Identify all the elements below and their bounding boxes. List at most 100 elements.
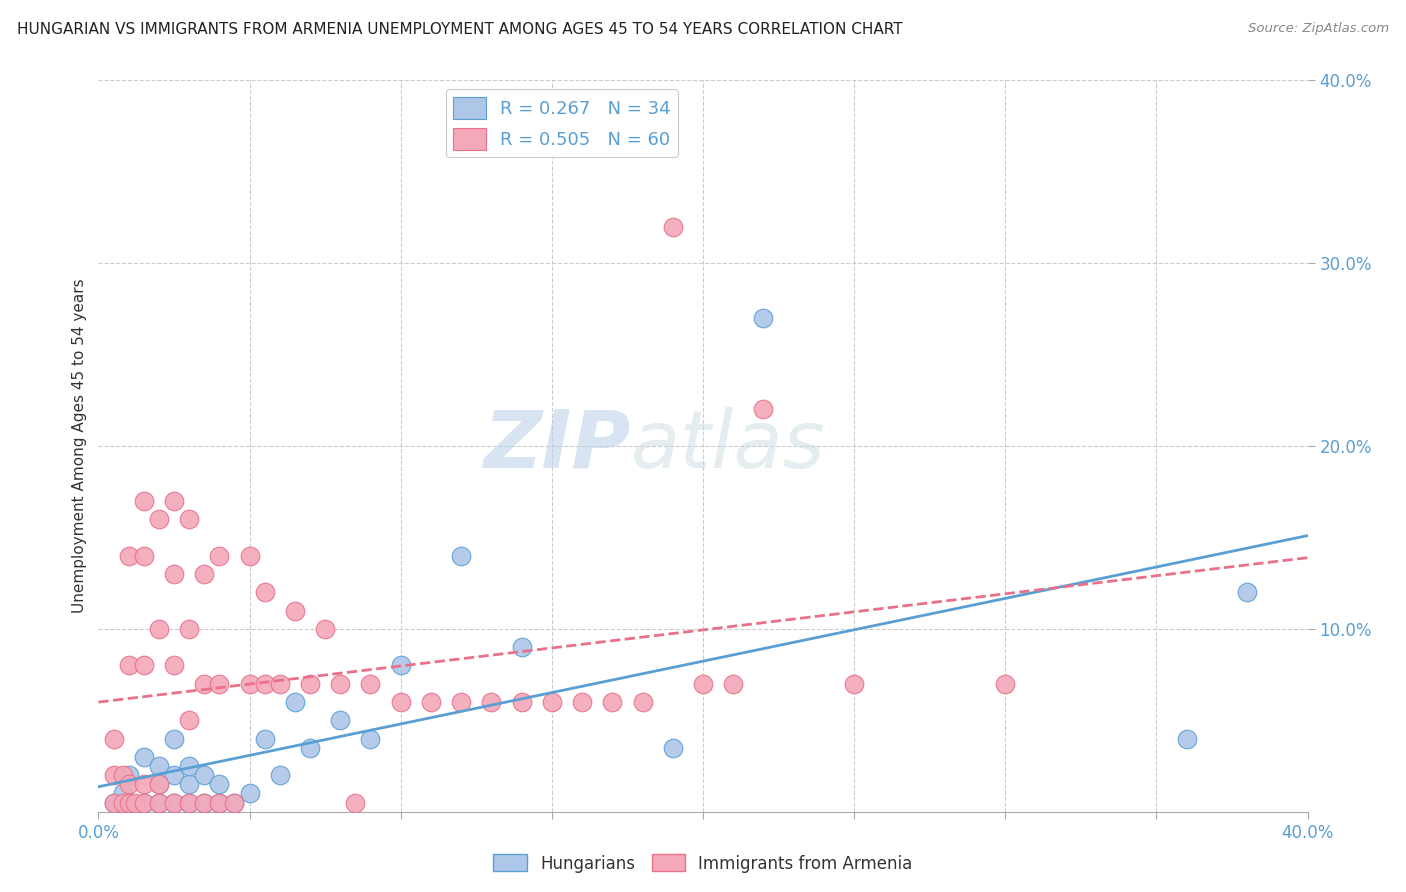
Point bbox=[179, 714, 201, 728]
Point bbox=[148, 796, 170, 810]
Point bbox=[752, 310, 775, 325]
Point bbox=[510, 695, 533, 709]
Point bbox=[224, 796, 246, 810]
Point bbox=[239, 676, 262, 690]
Point bbox=[132, 494, 155, 508]
Point bbox=[844, 676, 866, 690]
Point bbox=[360, 731, 382, 746]
Point bbox=[148, 512, 170, 526]
Point bbox=[111, 768, 134, 782]
Point bbox=[124, 796, 146, 810]
Point bbox=[389, 658, 412, 673]
Point bbox=[661, 219, 683, 234]
Point bbox=[148, 796, 170, 810]
Point bbox=[329, 714, 352, 728]
Point bbox=[1175, 731, 1198, 746]
Point bbox=[253, 731, 276, 746]
Point bbox=[208, 549, 231, 563]
Point bbox=[103, 731, 125, 746]
Point bbox=[179, 777, 201, 791]
Point bbox=[481, 695, 503, 709]
Text: atlas: atlas bbox=[630, 407, 825, 485]
Point bbox=[193, 796, 215, 810]
Point bbox=[193, 768, 215, 782]
Point bbox=[118, 796, 141, 810]
Text: HUNGARIAN VS IMMIGRANTS FROM ARMENIA UNEMPLOYMENT AMONG AGES 45 TO 54 YEARS CORR: HUNGARIAN VS IMMIGRANTS FROM ARMENIA UNE… bbox=[17, 22, 903, 37]
Point bbox=[208, 796, 231, 810]
Point bbox=[163, 796, 186, 810]
Point bbox=[163, 731, 186, 746]
Point bbox=[132, 796, 155, 810]
Point bbox=[132, 658, 155, 673]
Text: ZIP: ZIP bbox=[484, 407, 630, 485]
Point bbox=[132, 749, 155, 764]
Point bbox=[148, 622, 170, 636]
Point bbox=[163, 494, 186, 508]
Point bbox=[389, 695, 412, 709]
Point bbox=[540, 695, 562, 709]
Point bbox=[179, 796, 201, 810]
Point bbox=[269, 768, 291, 782]
Point bbox=[193, 567, 215, 582]
Point bbox=[450, 695, 472, 709]
Point bbox=[299, 740, 322, 755]
Point bbox=[193, 796, 215, 810]
Point bbox=[450, 549, 472, 563]
Point bbox=[253, 676, 276, 690]
Point bbox=[118, 796, 141, 810]
Point bbox=[253, 585, 276, 599]
Point bbox=[118, 549, 141, 563]
Point bbox=[118, 777, 141, 791]
Point bbox=[661, 740, 683, 755]
Point bbox=[103, 796, 125, 810]
Point bbox=[179, 796, 201, 810]
Point bbox=[132, 796, 155, 810]
Point bbox=[148, 777, 170, 791]
Point bbox=[571, 695, 593, 709]
Legend: Hungarians, Immigrants from Armenia: Hungarians, Immigrants from Armenia bbox=[486, 847, 920, 880]
Point bbox=[148, 759, 170, 773]
Point bbox=[360, 676, 382, 690]
Point bbox=[148, 777, 170, 791]
Point bbox=[179, 622, 201, 636]
Point bbox=[132, 777, 155, 791]
Point bbox=[994, 676, 1017, 690]
Point bbox=[163, 658, 186, 673]
Point bbox=[224, 796, 246, 810]
Point bbox=[208, 676, 231, 690]
Point bbox=[163, 768, 186, 782]
Point bbox=[284, 603, 307, 617]
Point bbox=[111, 787, 134, 801]
Point bbox=[329, 676, 352, 690]
Point bbox=[269, 676, 291, 690]
Point bbox=[163, 567, 186, 582]
Legend: R = 0.267   N = 34, R = 0.505   N = 60: R = 0.267 N = 34, R = 0.505 N = 60 bbox=[446, 89, 678, 157]
Point bbox=[299, 676, 322, 690]
Point bbox=[132, 549, 155, 563]
Point bbox=[179, 759, 201, 773]
Point bbox=[208, 777, 231, 791]
Point bbox=[103, 796, 125, 810]
Point bbox=[163, 796, 186, 810]
Point bbox=[103, 768, 125, 782]
Point bbox=[344, 796, 367, 810]
Point bbox=[284, 695, 307, 709]
Point bbox=[193, 676, 215, 690]
Text: Source: ZipAtlas.com: Source: ZipAtlas.com bbox=[1249, 22, 1389, 36]
Point bbox=[602, 695, 624, 709]
Point bbox=[239, 787, 262, 801]
Point bbox=[420, 695, 443, 709]
Point bbox=[510, 640, 533, 655]
Point bbox=[1236, 585, 1258, 599]
Y-axis label: Unemployment Among Ages 45 to 54 years: Unemployment Among Ages 45 to 54 years bbox=[72, 278, 87, 614]
Point bbox=[208, 796, 231, 810]
Point bbox=[692, 676, 714, 690]
Point bbox=[118, 658, 141, 673]
Point bbox=[179, 512, 201, 526]
Point bbox=[111, 796, 134, 810]
Point bbox=[239, 549, 262, 563]
Point bbox=[723, 676, 745, 690]
Point bbox=[314, 622, 336, 636]
Point bbox=[118, 768, 141, 782]
Point bbox=[631, 695, 654, 709]
